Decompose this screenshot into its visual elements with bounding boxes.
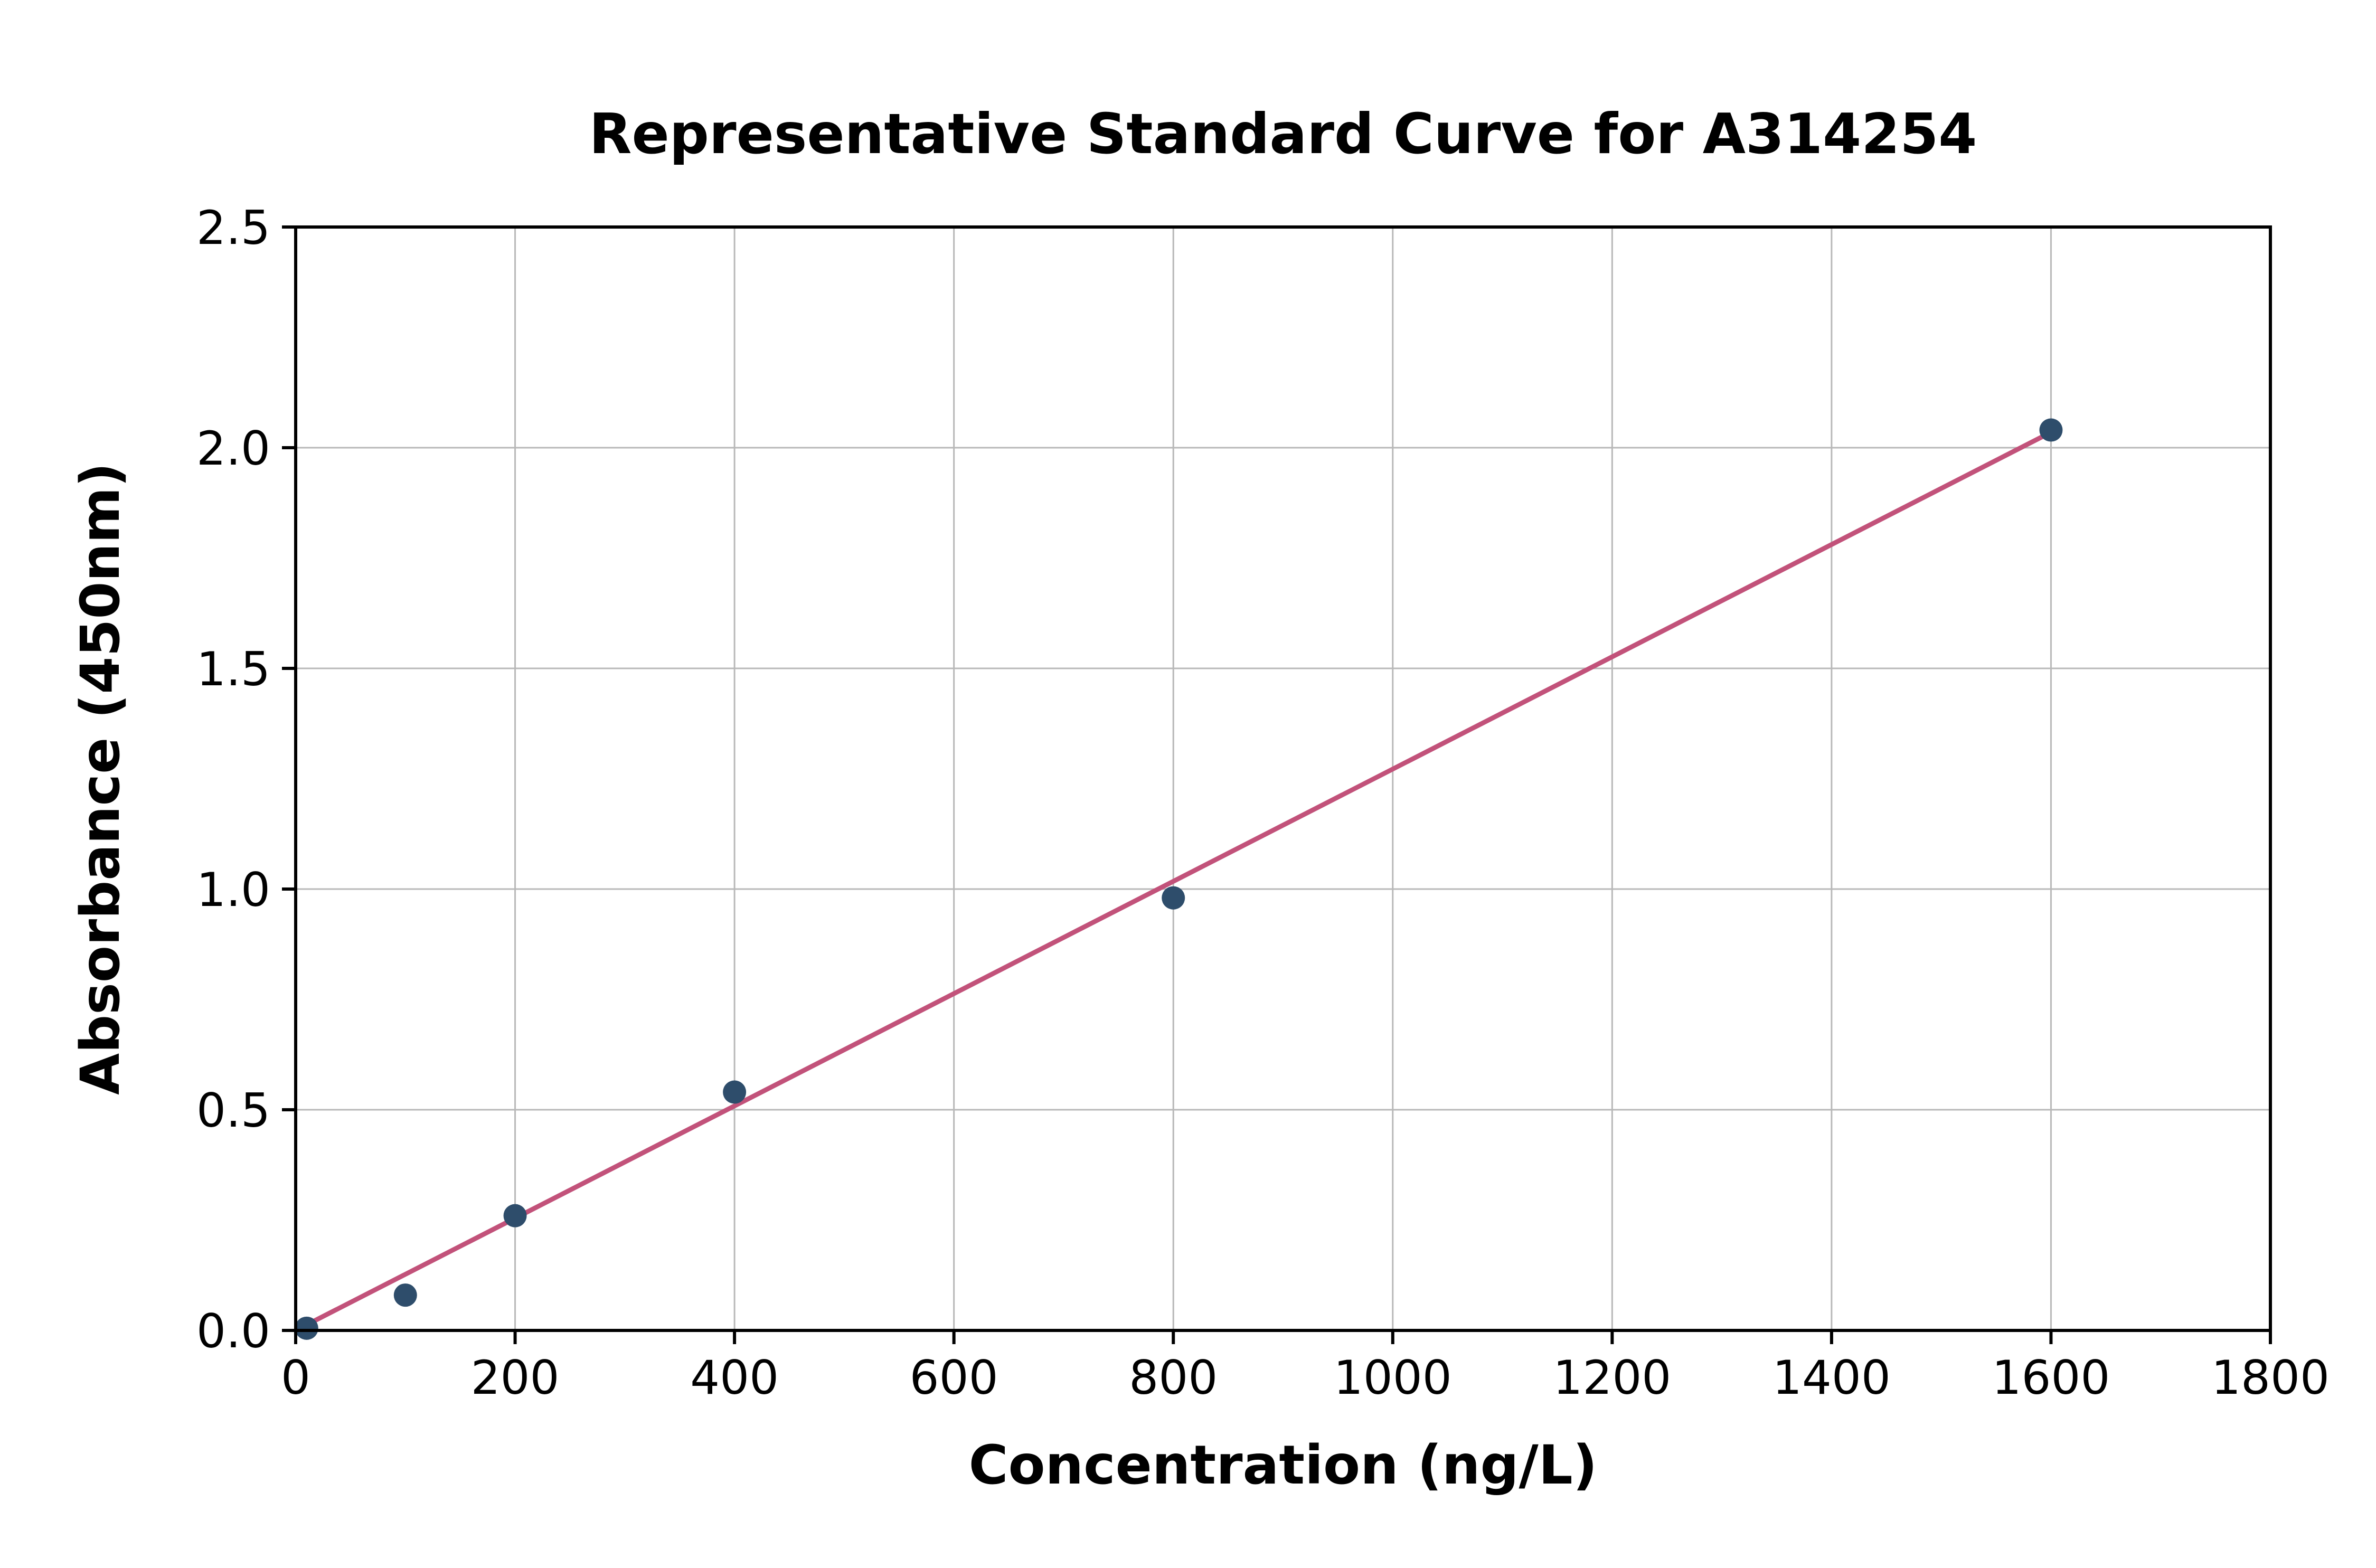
x-tick-label: 0 (281, 1350, 310, 1405)
x-tick-label: 800 (1129, 1350, 1218, 1405)
x-axis-label: Concentration (ng/L) (969, 1434, 1598, 1497)
y-axis-label: Absorbance (450nm) (69, 462, 132, 1095)
x-tick-label: 600 (910, 1350, 998, 1405)
chart-title: Representative Standard Curve for A31425… (589, 102, 1977, 166)
x-tick-label: 1400 (1772, 1350, 1891, 1405)
x-tick-label: 200 (471, 1350, 560, 1405)
y-tick-label: 1.0 (196, 863, 270, 917)
y-tick-label: 2.0 (196, 421, 270, 476)
plot-border (294, 225, 2272, 1332)
data-point-marker (1162, 886, 1185, 910)
y-tick-label: 0.0 (196, 1304, 270, 1358)
y-tick-label: 2.5 (196, 201, 270, 255)
x-tick-label: 1000 (1334, 1350, 1452, 1405)
x-tick-label: 1200 (1553, 1350, 1671, 1405)
x-tick-label: 1600 (1992, 1350, 2110, 1405)
y-tick-label: 1.5 (196, 642, 270, 696)
y-tick-label: 0.5 (196, 1083, 270, 1138)
x-tick-label: 400 (690, 1350, 779, 1405)
data-points (295, 418, 2063, 1340)
trend-line (293, 430, 2053, 1333)
gridlines (295, 226, 2271, 1331)
data-point-marker (503, 1204, 527, 1227)
data-point-marker (393, 1283, 417, 1307)
data-point-marker (2039, 418, 2063, 442)
x-tick-label: 1800 (2211, 1350, 2330, 1405)
data-point-marker (295, 1316, 318, 1340)
data-point-marker (723, 1080, 747, 1104)
